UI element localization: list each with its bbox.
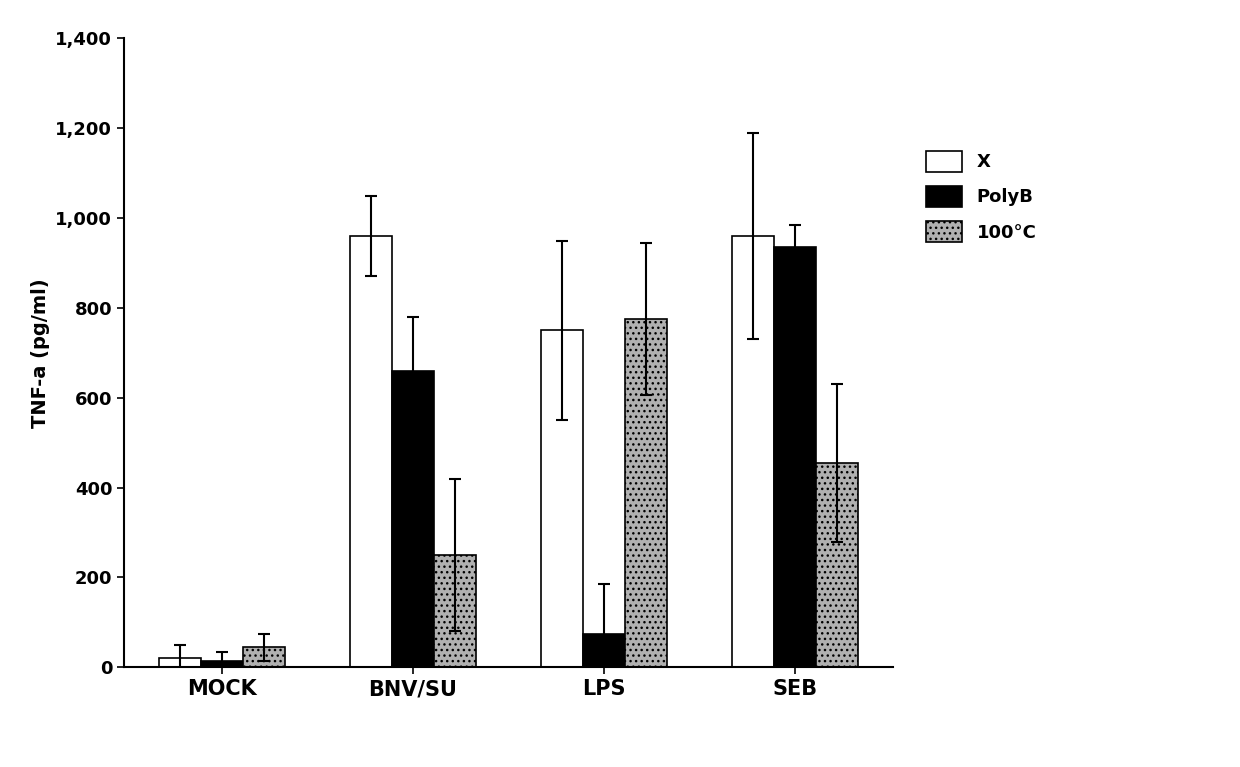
Bar [201,660,243,667]
Bar [434,555,476,667]
Bar [625,319,667,667]
Legend: X, PolyB, 100°C: X, PolyB, 100°C [918,142,1045,252]
Bar [392,370,434,667]
Bar [583,634,625,667]
Bar [774,247,816,667]
Bar [541,331,583,667]
Bar [732,236,774,667]
Y-axis label: TNF-a (pg/ml): TNF-a (pg/ml) [31,278,50,428]
Bar [350,236,392,667]
Bar [159,658,201,667]
Bar [243,647,285,667]
Bar [816,463,858,667]
